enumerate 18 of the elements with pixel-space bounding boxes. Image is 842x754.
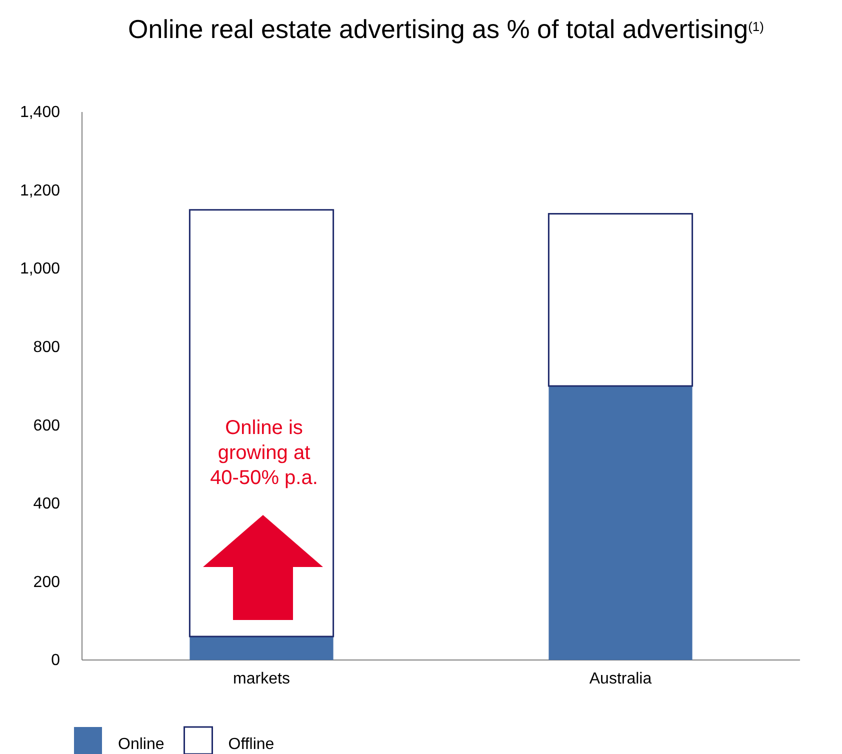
bar	[548, 386, 692, 660]
y-tick-label: 1,000	[20, 260, 60, 278]
legend-label: Offline	[228, 736, 274, 753]
bar	[190, 636, 334, 660]
y-tick-label: 800	[33, 338, 60, 356]
x-tick-label: Australia	[589, 670, 652, 688]
y-tick-label: 1,200	[20, 182, 60, 200]
x-tick-label: markets	[233, 670, 290, 688]
y-tick-label: 200	[33, 574, 60, 591]
legend-label: Online	[118, 736, 164, 753]
y-tick-label: 600	[33, 417, 60, 434]
bar	[188, 209, 334, 638]
annotation: Online is growing at 40-50% p.a.	[210, 417, 318, 489]
y-tick-label: 1,400	[20, 104, 60, 122]
bar	[548, 213, 694, 387]
y-tick-label: 0	[51, 652, 60, 670]
y-tick-label: 400	[33, 496, 60, 513]
chart-title: Online real estate advertising as % of total advertising$^{(1)}$	[128, 14, 764, 44]
